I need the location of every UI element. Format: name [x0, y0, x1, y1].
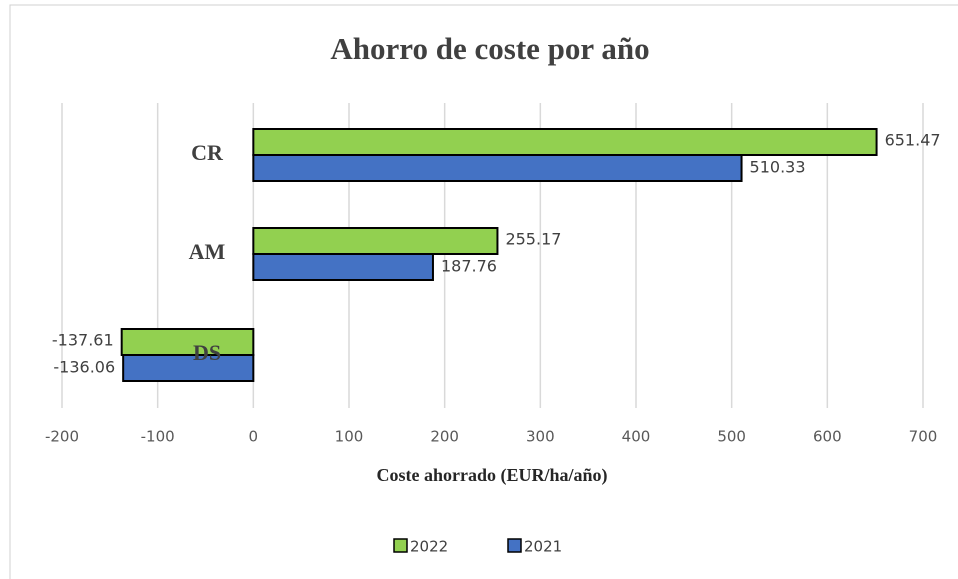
x-tick-label: 600: [813, 428, 842, 446]
legend-label: 2021: [524, 538, 562, 556]
x-tick-label: -200: [45, 428, 79, 446]
category-label: CR: [191, 140, 224, 165]
x-tick-label: 100: [335, 428, 364, 446]
bar: [252, 128, 878, 156]
x-tick-label: 0: [249, 428, 259, 446]
bar: [252, 154, 743, 182]
data-label: 651.47: [885, 131, 941, 150]
legend-label: 2022: [410, 538, 448, 556]
legend-swatch: [393, 538, 408, 553]
x-tick-label: 400: [622, 428, 651, 446]
category-label: DS: [193, 340, 221, 365]
data-label: 187.76: [441, 257, 497, 276]
data-label: 255.17: [505, 230, 561, 249]
x-tick-label: 700: [909, 428, 938, 446]
legend-swatch: [507, 538, 522, 553]
category-label: AM: [189, 239, 226, 264]
bar: [122, 354, 255, 382]
data-label: -136.06: [53, 358, 115, 377]
x-axis-title: Coste ahorrado (EUR/ha/año): [376, 465, 607, 486]
x-tick-label: 500: [717, 428, 746, 446]
chart-border: [9, 4, 958, 579]
bar: [252, 227, 499, 255]
x-tick-label: 200: [430, 428, 459, 446]
x-tick-label: 300: [526, 428, 555, 446]
bar: [120, 328, 255, 356]
data-label: -137.61: [52, 331, 114, 350]
data-label: 510.33: [750, 158, 806, 177]
chart-title: Ahorro de coste por año: [330, 31, 649, 66]
bar: [252, 253, 434, 281]
x-tick-label: -100: [141, 428, 175, 446]
